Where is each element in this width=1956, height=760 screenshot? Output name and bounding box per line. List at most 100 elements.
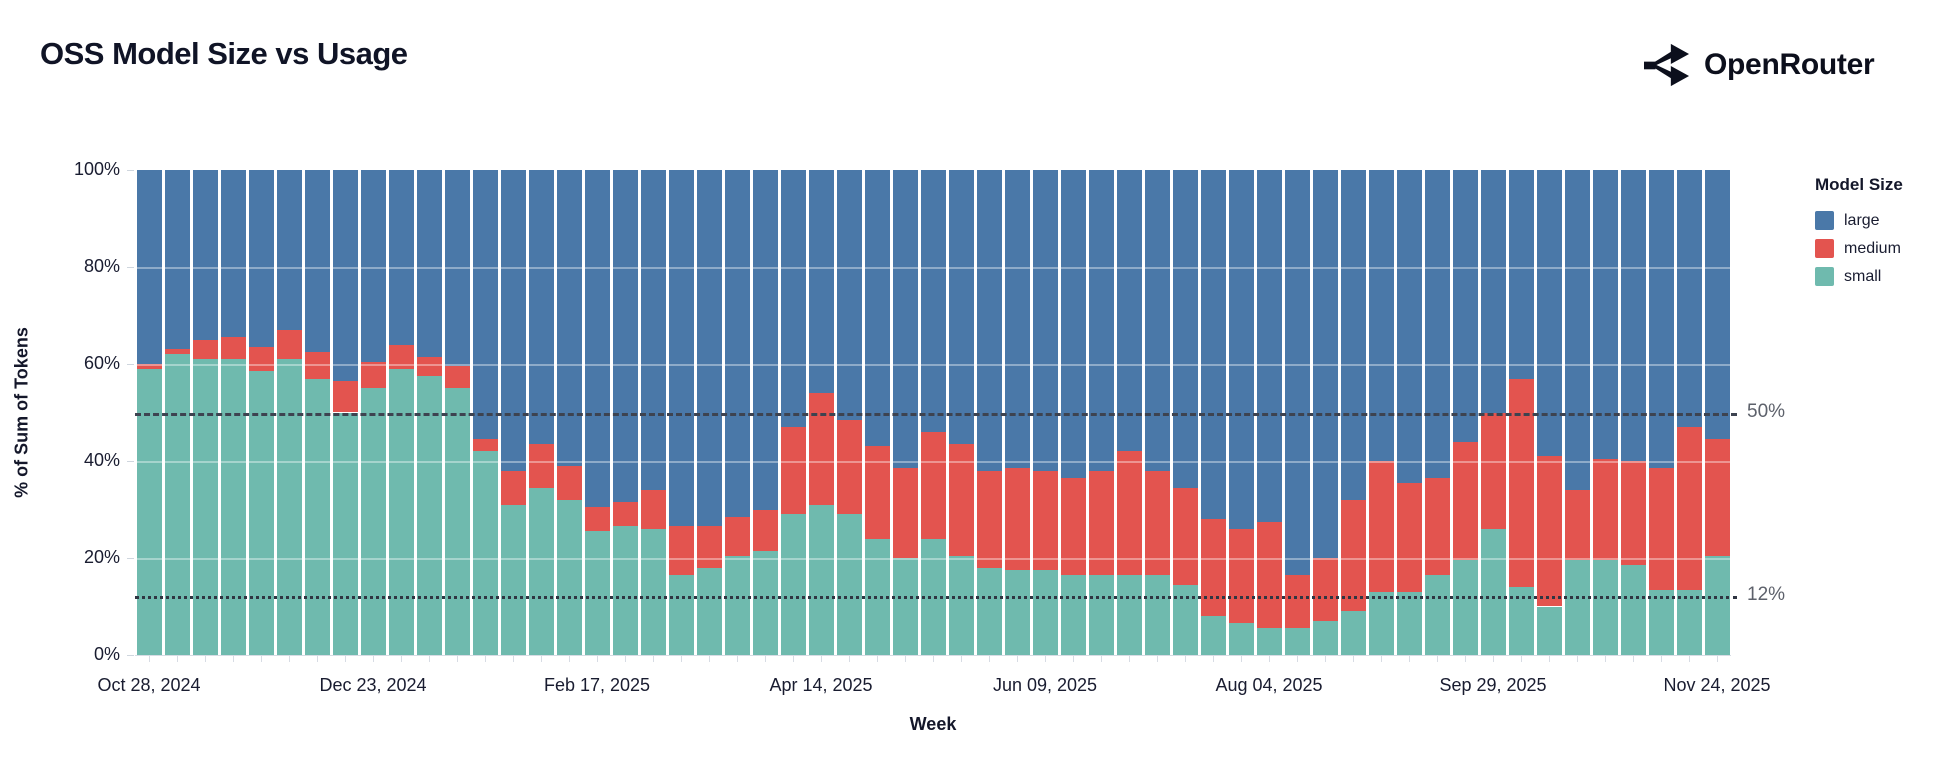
bar-segment-small[interactable] [836, 514, 862, 655]
bar-segment-medium[interactable] [1508, 378, 1534, 588]
bar-segment-small[interactable] [1480, 528, 1506, 655]
bar-segment-large[interactable] [920, 170, 946, 432]
bar-segment-small[interactable] [556, 499, 582, 655]
bar-segment-small[interactable] [276, 359, 302, 655]
bar-segment-small[interactable] [1704, 555, 1730, 655]
bar-segment-medium[interactable] [1592, 458, 1618, 561]
bar-segment-medium[interactable] [248, 347, 274, 372]
bar-segment-large[interactable] [1284, 170, 1310, 575]
bar-segment-large[interactable] [1256, 170, 1282, 522]
bar-segment-large[interactable] [304, 170, 330, 352]
bar-segment-medium[interactable] [696, 526, 722, 568]
bar-segment-medium[interactable] [192, 339, 218, 360]
bar-segment-medium[interactable] [1144, 470, 1170, 575]
bar-segment-small[interactable] [948, 555, 974, 655]
bar-segment-large[interactable] [780, 170, 806, 428]
bar-segment-large[interactable] [248, 170, 274, 348]
bar-segment-medium[interactable] [164, 349, 190, 355]
bar-segment-large[interactable] [836, 170, 862, 420]
bar-segment-medium[interactable] [948, 444, 974, 556]
bar-segment-medium[interactable] [1200, 519, 1226, 617]
bar-segment-small[interactable] [1060, 574, 1086, 655]
bar-segment-small[interactable] [1424, 574, 1450, 655]
bar-segment-large[interactable] [640, 170, 666, 491]
bar-segment-large[interactable] [668, 170, 694, 527]
bar-segment-medium[interactable] [1004, 468, 1030, 571]
bar-segment-medium[interactable] [1424, 477, 1450, 575]
bar-segment-medium[interactable] [1256, 521, 1282, 629]
bar-segment-medium[interactable] [304, 351, 330, 379]
bar-segment-small[interactable] [808, 504, 834, 655]
bar-segment-small[interactable] [472, 451, 498, 655]
bar-segment-small[interactable] [1116, 574, 1142, 655]
bar-segment-medium[interactable] [360, 361, 386, 389]
bar-segment-medium[interactable] [220, 337, 246, 360]
bar-segment-small[interactable] [976, 567, 1002, 655]
bar-segment-medium[interactable] [668, 526, 694, 575]
bar-segment-large[interactable] [1704, 170, 1730, 440]
bar-segment-large[interactable] [696, 170, 722, 527]
bar-segment-large[interactable] [892, 170, 918, 469]
bar-segment-large[interactable] [808, 170, 834, 394]
bar-segment-medium[interactable] [892, 468, 918, 558]
bar-segment-large[interactable] [332, 170, 358, 381]
bar-segment-medium[interactable] [416, 356, 442, 377]
bar-segment-medium[interactable] [1536, 456, 1562, 607]
bar-segment-large[interactable] [1452, 170, 1478, 442]
bar-segment-medium[interactable] [1116, 451, 1142, 575]
bar-segment-medium[interactable] [836, 419, 862, 515]
bar-segment-small[interactable] [248, 371, 274, 655]
bar-segment-medium[interactable] [864, 446, 890, 539]
bar-segment-medium[interactable] [1452, 441, 1478, 561]
bar-segment-large[interactable] [192, 170, 218, 340]
bar-segment-large[interactable] [500, 170, 526, 471]
bar-segment-small[interactable] [612, 526, 638, 655]
bar-segment-large[interactable] [444, 170, 470, 367]
bar-segment-small[interactable] [416, 376, 442, 655]
bar-segment-small[interactable] [1032, 570, 1058, 655]
bar-segment-small[interactable] [668, 574, 694, 655]
bar-segment-medium[interactable] [444, 366, 470, 389]
bar-segment-large[interactable] [1228, 170, 1254, 529]
bar-segment-large[interactable] [136, 170, 162, 364]
bar-segment-large[interactable] [1340, 170, 1366, 500]
bar-segment-large[interactable] [360, 170, 386, 362]
bar-segment-medium[interactable] [276, 330, 302, 360]
bar-segment-small[interactable] [1648, 589, 1674, 655]
bar-segment-small[interactable] [1396, 591, 1422, 655]
bar-segment-large[interactable] [1592, 170, 1618, 459]
bar-segment-large[interactable] [528, 170, 554, 445]
bar-segment-medium[interactable] [1284, 574, 1310, 629]
bar-segment-small[interactable] [1284, 628, 1310, 655]
bar-segment-medium[interactable] [1312, 558, 1338, 622]
bar-segment-small[interactable] [1536, 606, 1562, 655]
bar-segment-large[interactable] [1116, 170, 1142, 452]
bar-segment-small[interactable] [892, 558, 918, 655]
bar-segment-large[interactable] [1676, 170, 1702, 428]
bar-segment-large[interactable] [612, 170, 638, 503]
bar-segment-medium[interactable] [332, 380, 358, 413]
bar-segment-medium[interactable] [724, 516, 750, 556]
bar-segment-large[interactable] [1620, 170, 1646, 461]
bar-segment-medium[interactable] [1060, 477, 1086, 575]
bar-segment-medium[interactable] [1704, 439, 1730, 556]
bar-segment-large[interactable] [1536, 170, 1562, 457]
bar-segment-small[interactable] [1228, 623, 1254, 655]
bar-segment-medium[interactable] [1032, 470, 1058, 571]
bar-segment-large[interactable] [472, 170, 498, 440]
bar-segment-small[interactable] [360, 388, 386, 655]
bar-segment-large[interactable] [1060, 170, 1086, 478]
bar-segment-large[interactable] [1564, 170, 1590, 491]
bar-segment-medium[interactable] [556, 465, 582, 500]
bar-segment-large[interactable] [976, 170, 1002, 471]
bar-segment-small[interactable] [1004, 570, 1030, 655]
bar-segment-medium[interactable] [528, 444, 554, 488]
bar-segment-small[interactable] [1368, 591, 1394, 655]
bar-segment-medium[interactable] [976, 470, 1002, 568]
bar-segment-small[interactable] [332, 412, 358, 655]
bar-segment-large[interactable] [1144, 170, 1170, 471]
bar-segment-small[interactable] [1676, 589, 1702, 655]
bar-segment-small[interactable] [1256, 628, 1282, 655]
bar-segment-medium[interactable] [752, 509, 778, 551]
bar-segment-large[interactable] [724, 170, 750, 517]
